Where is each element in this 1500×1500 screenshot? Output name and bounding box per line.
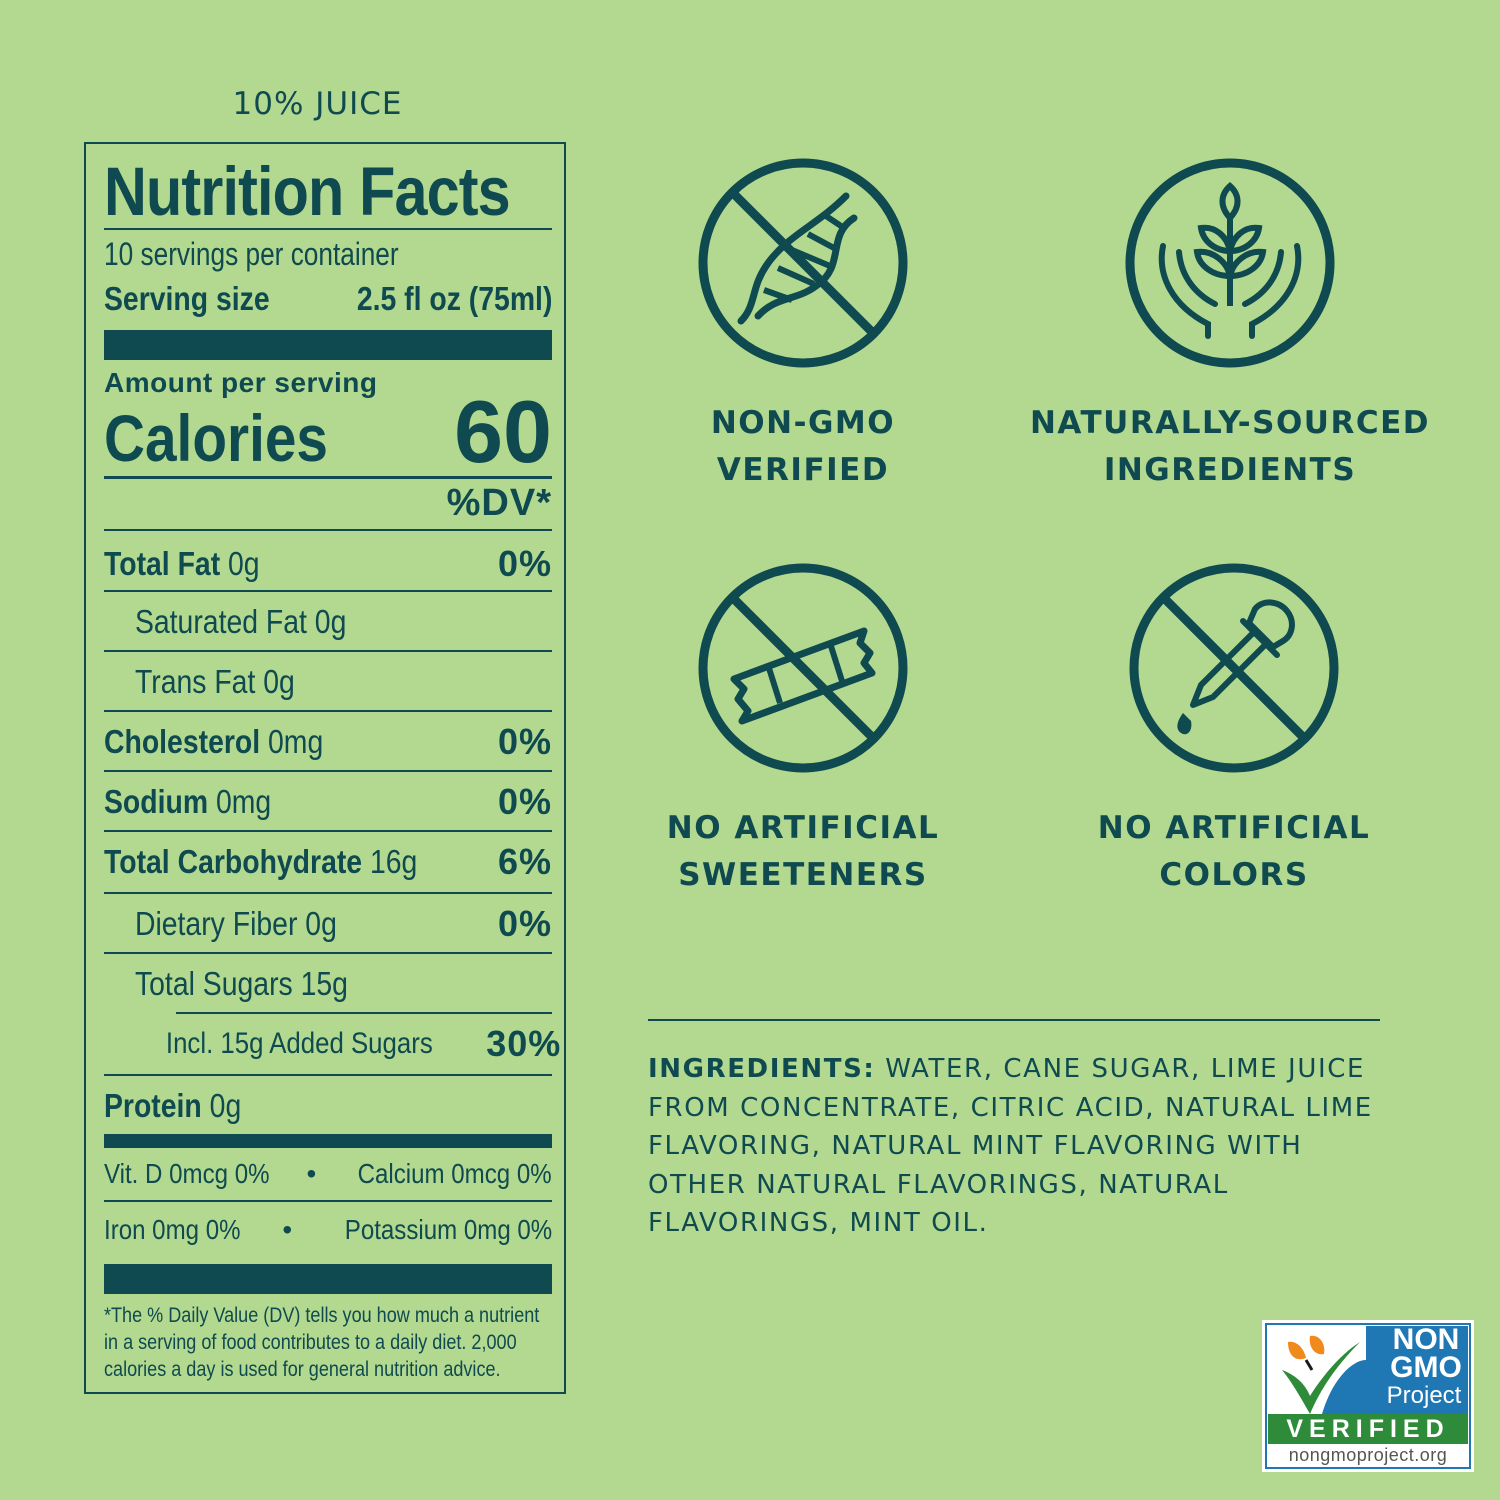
nutrient-name: Protein: [104, 1087, 202, 1124]
row-rule: [104, 952, 552, 954]
amount-per-serving: Amount per serving: [104, 367, 378, 398]
nutrient-name: Dietary Fiber 0g: [134, 905, 337, 942]
nutrient-row-protein: Protein 0g: [104, 1078, 552, 1134]
micronutrient-iron: Iron 0mg 0%: [104, 1214, 241, 1245]
nutrient-name: Sodium: [104, 783, 209, 820]
nutrient-row-saturated-fat: Saturated Fat 0g: [104, 594, 552, 650]
bullet-separator: •: [306, 1158, 317, 1189]
nutrient-amount: 0mg: [215, 783, 272, 820]
claim-non-gmo: NON-GMO VERIFIED: [593, 156, 1013, 494]
nutrient-row-total-fat: Total Fat 0g 0%: [104, 538, 552, 590]
claim-line-2: INGREDIENTS: [1103, 452, 1357, 488]
nutrient-dv: 0%: [497, 721, 552, 762]
claim-line-2: COLORS: [1159, 857, 1309, 893]
title-rule: [104, 228, 552, 230]
claim-no-artificial-colors: NO ARTIFICIAL COLORS: [1024, 561, 1444, 899]
nutrient-dv: 6%: [497, 841, 552, 882]
servings-per-container: 10 servings per container: [104, 236, 399, 272]
non-gmo-project-logo: [1265, 1323, 1471, 1469]
row-rule: [104, 590, 552, 592]
micronutrient-row-1: Vit. D 0mcg 0% • Calcium 0mcg 0%: [104, 1154, 552, 1194]
row-rule: [104, 650, 552, 652]
ingredients-statement: INGREDIENTS: WATER, CANE SUGAR, LIME JUI…: [648, 1050, 1388, 1243]
nutrient-amount: 16g: [369, 843, 418, 880]
badge-project: Project: [1386, 1382, 1462, 1409]
ingredients-divider: [648, 1019, 1380, 1021]
ingredients-label: INGREDIENTS:: [648, 1054, 876, 1084]
daily-value-header: %DV*: [446, 482, 552, 524]
claim-no-artificial-sweeteners: NO ARTIFICIAL SWEETENERS: [593, 561, 1013, 899]
daily-value-footnote: *The % Daily Value (DV) tells you how mu…: [104, 1304, 540, 1381]
nutrient-dv: 0%: [497, 781, 552, 822]
serving-size-label: Serving size: [104, 280, 270, 317]
nutrient-row-dietary-fiber: Dietary Fiber 0g 0%: [104, 896, 552, 952]
nutrient-name: Total Fat: [104, 545, 221, 582]
nutrient-name: Total Carbohydrate: [104, 843, 363, 880]
serving-size-value: 2.5 fl oz (75ml): [356, 280, 552, 317]
row-rule: [104, 830, 552, 832]
row-rule: [104, 710, 552, 712]
row-rule: [104, 770, 552, 772]
ingredients-text: WATER, CANE SUGAR, LIME JUICE FROM CONCE…: [648, 1054, 1373, 1238]
nutrient-row-total-carbohydrate: Total Carbohydrate 16g 6%: [104, 834, 552, 890]
badge-verified: VERIFIED: [1286, 1415, 1450, 1443]
row-rule: [104, 1200, 552, 1202]
claim-line-1: NO ARTIFICIAL: [1097, 810, 1371, 846]
badge-url: nongmoproject.org: [1288, 1445, 1448, 1465]
non-gmo-project-badge: NON GMO Project VERIFIED nongmoproject.o…: [1262, 1320, 1474, 1472]
micronutrient-row-2: Iron 0mg 0% • Potassium 0mg 0%: [104, 1210, 552, 1250]
row-rule: [104, 892, 552, 894]
serving-size-row: Serving size 2.5 fl oz (75ml): [104, 280, 552, 318]
sweetener-packet-crossed-icon: [698, 563, 908, 773]
nutrient-row-total-sugars: Total Sugars 15g: [104, 956, 552, 1012]
nutrient-name: Cholesterol: [104, 723, 261, 760]
thick-bar-bottom: [104, 1264, 552, 1294]
thick-bar-top: [104, 330, 552, 360]
nutrient-row-sodium: Sodium 0mg 0%: [104, 774, 552, 830]
nutrient-dv: 0%: [497, 543, 552, 584]
hands-plant-icon: [1125, 158, 1335, 368]
nutrient-row-trans-fat: Trans Fat 0g: [104, 654, 552, 710]
claim-line-2: SWEETENERS: [678, 857, 928, 893]
juice-percentage-label: 10% JUICE: [232, 86, 403, 122]
badge-gmo: GMO: [1390, 1351, 1462, 1384]
claim-line-2: VERIFIED: [716, 452, 890, 488]
nutrient-name: Trans Fat 0g: [134, 663, 295, 700]
nutrient-dv: 30%: [486, 1023, 562, 1064]
micronutrient-potassium: Potassium 0mg 0%: [344, 1214, 552, 1245]
nutrient-dv: 0%: [497, 903, 552, 944]
nutrient-row-added-sugars: Incl. 15g Added Sugars 30%: [104, 1016, 560, 1072]
claim-line-1: NATURALLY-SOURCED: [1029, 405, 1431, 441]
nutrient-amount: 0mg: [268, 723, 324, 760]
nutrient-name: Incl. 15g Added Sugars: [165, 1027, 433, 1060]
nutrient-name: Saturated Fat 0g: [134, 603, 347, 640]
nutrient-amount: 0g: [228, 545, 260, 582]
dropper-crossed-icon: [1129, 563, 1339, 773]
calories-value: 60: [454, 382, 552, 481]
bullet-separator: •: [282, 1214, 293, 1245]
nutrition-facts-panel: Nutrition Facts 10 servings per containe…: [84, 142, 566, 1394]
calories-rule: [104, 476, 552, 479]
claim-naturally-sourced: NATURALLY-SOURCED INGREDIENTS: [1020, 156, 1440, 494]
micronutrient-calcium: Calcium 0mcg 0%: [357, 1158, 552, 1189]
dna-crossed-icon: [698, 158, 908, 368]
calories-label: Calories: [104, 401, 329, 475]
nutrient-amount: 0g: [209, 1087, 242, 1124]
calories-row: Calories 60: [104, 388, 552, 476]
thick-bar-middle: [104, 1134, 552, 1148]
claim-line-1: NO ARTIFICIAL: [666, 810, 940, 846]
row-rule: [104, 1074, 552, 1076]
nutrient-name: Total Sugars 15g: [134, 965, 348, 1002]
micronutrient-vitamin-d: Vit. D 0mcg 0%: [104, 1158, 270, 1189]
badge-non: NON: [1392, 1323, 1460, 1356]
nutrient-row-cholesterol: Cholesterol 0mg 0%: [104, 714, 552, 770]
nutrition-facts-title: Nutrition Facts: [104, 153, 511, 230]
claim-line-1: NON-GMO: [710, 405, 896, 441]
row-rule-indented: [176, 1012, 552, 1014]
dv-rule: [104, 529, 552, 531]
